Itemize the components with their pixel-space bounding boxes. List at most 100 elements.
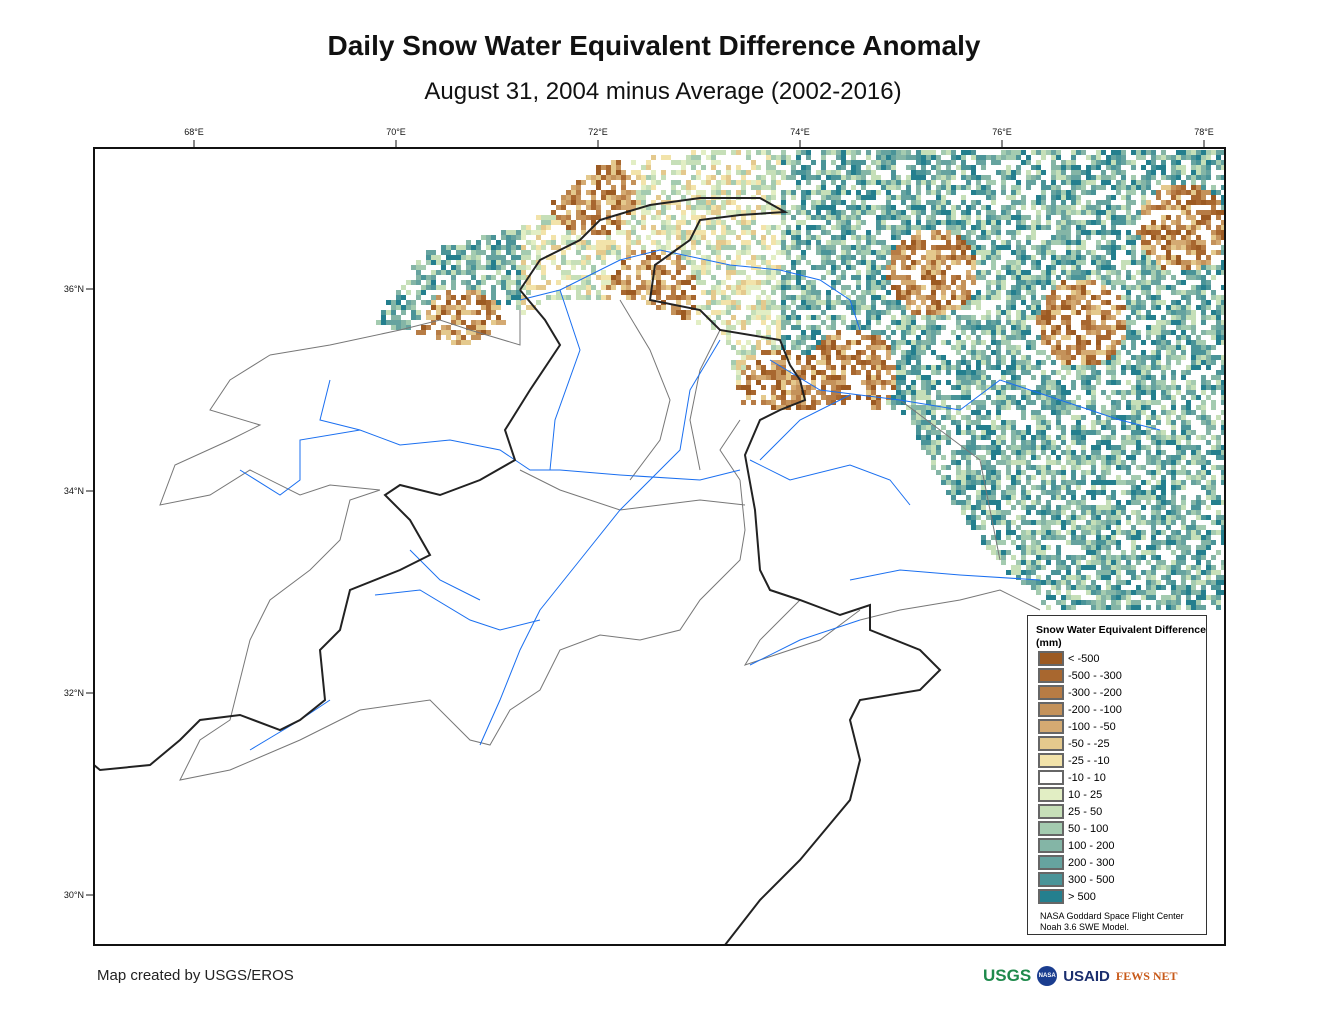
swe-cell [971,325,976,330]
swe-cell [1201,470,1206,475]
swe-cell [576,275,581,280]
swe-cell [886,310,891,315]
swe-cell [1141,250,1146,255]
swe-cell [1206,355,1211,360]
swe-cell [1131,305,1136,310]
swe-cell [841,165,846,170]
swe-cell [711,250,716,255]
swe-cell [701,230,706,235]
swe-cell [966,275,971,280]
swe-cell [1036,250,1041,255]
swe-cell [806,280,811,285]
swe-cell [571,225,576,230]
swe-cell [1031,455,1036,460]
swe-cell [851,235,856,240]
swe-cell [1006,460,1011,465]
swe-cell [626,240,631,245]
swe-cell [1041,285,1046,290]
swe-cell [926,160,931,165]
swe-cell [781,365,786,370]
swe-cell [1001,435,1006,440]
swe-cell [1096,325,1101,330]
swe-cell [876,330,881,335]
swe-cell [1001,395,1006,400]
swe-cell [986,325,991,330]
swe-cell [921,205,926,210]
swe-cell [981,315,986,320]
swe-cell [426,250,431,255]
swe-cell [996,155,1001,160]
swe-cell [676,225,681,230]
swe-cell [1156,255,1161,260]
swe-cell [961,165,966,170]
swe-cell [926,275,931,280]
swe-cell [691,245,696,250]
swe-cell [971,280,976,285]
swe-cell [931,300,936,305]
swe-cell [926,410,931,415]
swe-cell [1101,150,1106,155]
swe-cell [546,215,551,220]
swe-cell [1101,200,1106,205]
swe-cell [596,275,601,280]
swe-cell [576,245,581,250]
swe-cell [721,285,726,290]
swe-cell [626,190,631,195]
swe-cell [821,180,826,185]
swe-cell [1151,325,1156,330]
swe-cell [1131,330,1136,335]
swe-cell [1111,355,1116,360]
swe-cell [1091,180,1096,185]
swe-cell [911,165,916,170]
swe-cell [486,245,491,250]
swe-cell [441,260,446,265]
swe-cell [1136,445,1141,450]
swe-cell [1081,345,1086,350]
swe-cell [1046,335,1051,340]
swe-cell [1106,380,1111,385]
swe-cell [916,365,921,370]
swe-cell [736,175,741,180]
swe-cell [856,180,861,185]
swe-cell [891,315,896,320]
swe-cell [1201,155,1206,160]
swe-cell [801,375,806,380]
swe-cell [971,480,976,485]
swe-cell [446,290,451,295]
swe-cell [506,295,511,300]
swe-cell [896,395,901,400]
swe-cell [1081,335,1086,340]
swe-cell [1191,330,1196,335]
swe-cell [636,190,641,195]
swe-cell [1091,460,1096,465]
swe-cell [1121,420,1126,425]
swe-cell [836,210,841,215]
swe-cell [1071,475,1076,480]
swe-cell [721,150,726,155]
swe-cell [1031,260,1036,265]
swe-cell [736,165,741,170]
swe-cell [661,175,666,180]
swe-cell [1161,325,1166,330]
swe-cell [766,195,771,200]
swe-cell [1081,320,1086,325]
swe-cell [1031,255,1036,260]
swe-cell [976,185,981,190]
swe-cell [1131,285,1136,290]
swe-cell [481,275,486,280]
swe-cell [1191,350,1196,355]
swe-cell [986,415,991,420]
swe-cell [1206,415,1211,420]
swe-cell [941,455,946,460]
swe-cell [611,200,616,205]
swe-cell [806,355,811,360]
swe-cell [1011,215,1016,220]
swe-cell [956,245,961,250]
swe-cell [1011,205,1016,210]
swe-cell [661,265,666,270]
swe-cell [901,215,906,220]
swe-cell [776,155,781,160]
swe-cell [821,155,826,160]
swe-cell [1036,455,1041,460]
swe-cell [891,155,896,160]
